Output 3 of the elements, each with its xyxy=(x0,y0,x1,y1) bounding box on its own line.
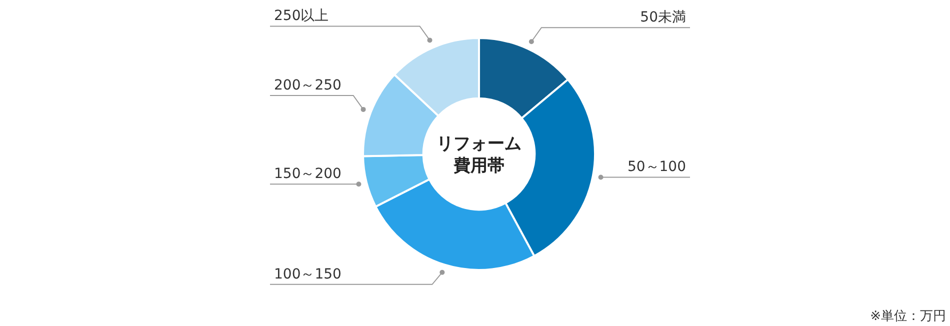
text: ※単位：万円 xyxy=(870,309,946,324)
text: リフォーム xyxy=(436,134,522,154)
text: 費用帯 xyxy=(452,156,504,176)
